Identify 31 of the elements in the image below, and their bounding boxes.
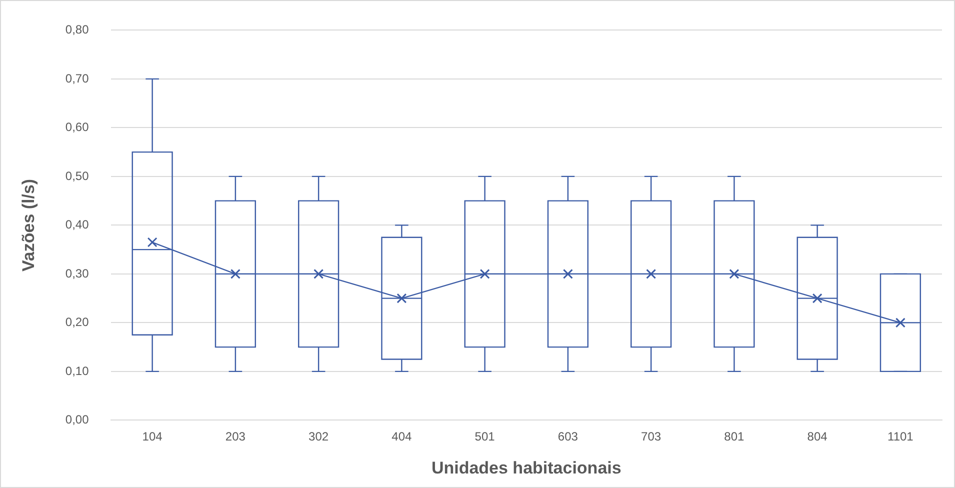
y-tick-label: 0,20: [65, 315, 90, 330]
y-tick-label: 0,10: [65, 364, 90, 378]
x-tick-label: 302: [308, 430, 329, 444]
y-tick-label: 0,30: [65, 266, 90, 280]
y-tick-label: 0,80: [65, 22, 90, 37]
y-axis-title: Vazões (l/s): [18, 178, 38, 272]
x-tick-label: 603: [558, 430, 578, 444]
point: [729, 268, 740, 279]
point: [396, 293, 407, 304]
y-tick-label: 0,60: [65, 120, 90, 134]
point: [480, 268, 490, 279]
x-axis-title: Unidades habitacionais: [431, 458, 622, 478]
x-tick-label: 501: [474, 430, 496, 444]
point: [147, 237, 158, 248]
point: [230, 268, 240, 279]
x-tick-label: 404: [392, 430, 412, 444]
y-tick-label: 0,00: [65, 412, 90, 427]
point: [646, 268, 656, 279]
y-tick-label: 0,70: [65, 71, 90, 86]
point: [314, 268, 324, 279]
x-tick-label: 1101: [888, 430, 914, 444]
point: [812, 293, 822, 304]
x-tick-label: 104: [142, 430, 163, 444]
y-tick-label: 0,40: [65, 218, 90, 232]
x-tick-label: 804: [807, 430, 828, 444]
x-tick-label: 801: [724, 430, 745, 444]
point: [895, 318, 906, 328]
point: [562, 268, 573, 279]
x-tick-label: 203: [225, 430, 246, 444]
x-tick-label: 703: [641, 430, 662, 444]
y-tick-label: 0,50: [65, 168, 90, 183]
